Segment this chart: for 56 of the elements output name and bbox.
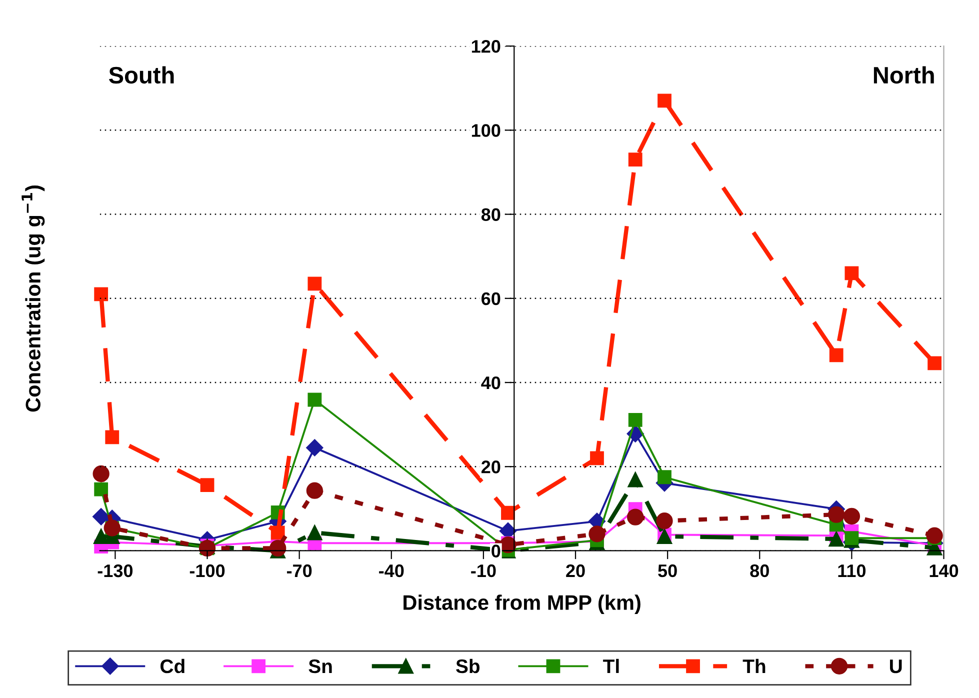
point bbox=[105, 430, 120, 444]
legend-label: Tl bbox=[603, 658, 619, 673]
x-tick-label: 140 bbox=[930, 564, 958, 578]
x-tick-label: -130 bbox=[98, 564, 133, 578]
point bbox=[94, 287, 108, 302]
x-tick-label: 20 bbox=[566, 564, 585, 578]
point bbox=[93, 528, 109, 544]
legend-label: Sn bbox=[308, 659, 332, 674]
legend-label: Sb bbox=[456, 658, 480, 674]
y-tick-label: 60 bbox=[482, 292, 500, 306]
annotation: South bbox=[108, 66, 174, 84]
legend-label: Th bbox=[742, 658, 766, 673]
point bbox=[829, 348, 844, 362]
point bbox=[306, 482, 323, 499]
point bbox=[588, 526, 606, 542]
point bbox=[828, 506, 845, 523]
point bbox=[844, 266, 859, 280]
point bbox=[590, 451, 604, 466]
point bbox=[270, 540, 286, 557]
y-tick-label: 80 bbox=[481, 208, 500, 222]
y-tick-label: 120 bbox=[472, 40, 500, 53]
y-tick-label: 40 bbox=[481, 376, 500, 390]
point bbox=[94, 482, 108, 496]
annotation: North bbox=[874, 66, 934, 84]
x-tick-label: 110 bbox=[838, 564, 866, 578]
point bbox=[628, 152, 642, 167]
x-axis-title: Distance from MPP (km) bbox=[404, 594, 640, 614]
point bbox=[92, 465, 110, 482]
point bbox=[828, 531, 844, 547]
x-tick-label: -40 bbox=[379, 564, 404, 578]
point bbox=[200, 478, 214, 492]
x-tick-label: -10 bbox=[471, 564, 496, 578]
point bbox=[658, 470, 672, 484]
x-tick-label: 50 bbox=[658, 564, 677, 578]
point bbox=[307, 525, 322, 540]
legend-label: Cd bbox=[160, 658, 184, 674]
point bbox=[270, 526, 285, 540]
point bbox=[501, 506, 515, 520]
point bbox=[627, 508, 644, 526]
point bbox=[656, 512, 673, 530]
y-axis-title: Concentration (ug g$^{−1}$) bbox=[22, 186, 45, 412]
y-tick-label: 100 bbox=[472, 124, 500, 137]
point bbox=[308, 392, 322, 407]
point bbox=[928, 356, 942, 370]
y-tick-label: 20 bbox=[481, 460, 500, 474]
point bbox=[658, 94, 672, 108]
point bbox=[628, 412, 642, 427]
x-tick-label: -70 bbox=[286, 564, 312, 578]
point bbox=[843, 508, 860, 525]
x-tick-label: -100 bbox=[190, 564, 225, 578]
x-tick-label: 80 bbox=[750, 564, 769, 578]
y-tick-label: 0 bbox=[492, 544, 500, 558]
point bbox=[308, 276, 322, 291]
point bbox=[628, 472, 643, 488]
legend-label: U bbox=[890, 660, 902, 674]
point bbox=[306, 439, 324, 456]
